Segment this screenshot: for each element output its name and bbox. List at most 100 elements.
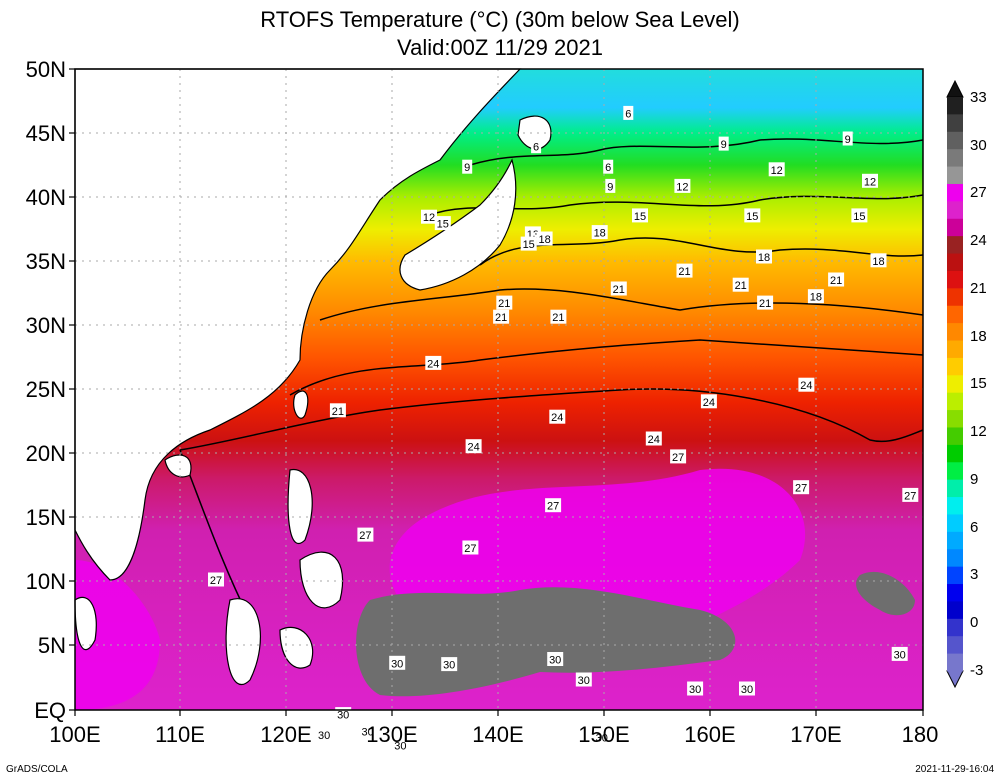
colorbar-swatch <box>947 427 963 446</box>
contour-label-box <box>421 209 437 224</box>
lat-label: 20N <box>26 441 66 466</box>
contour-label-text: 30 <box>318 730 330 742</box>
contour-label: 21 <box>610 281 627 296</box>
colorbar-label: 9 <box>970 471 978 488</box>
contour-label-text: 30 <box>337 710 349 722</box>
contour-label-box <box>676 263 693 278</box>
colorbar-label: 3 <box>970 566 978 583</box>
contour-label: 21 <box>496 295 513 310</box>
contour-label: 24 <box>645 431 662 446</box>
contour-label-text: 24 <box>427 358 439 370</box>
contour-label-box <box>632 208 648 223</box>
colorbar-swatch <box>947 166 963 185</box>
colorbar-label: 30 <box>970 137 987 154</box>
colorbar-label: 12 <box>970 423 987 440</box>
contour-label-box <box>870 253 887 268</box>
contour-label: 30 <box>359 723 376 738</box>
contour-label: 24 <box>425 355 442 370</box>
contour-label-text: 24 <box>648 434 660 446</box>
contour-label-box <box>902 487 919 502</box>
contour-label-text: 27 <box>359 530 371 542</box>
contour-label-text: 15 <box>853 211 865 223</box>
contour-label-text: 21 <box>495 312 507 324</box>
contour-label-text: 30 <box>549 655 561 667</box>
contour-label-box <box>807 289 824 304</box>
contour-label: 21 <box>493 309 510 324</box>
colorbar-swatch <box>947 392 963 411</box>
contour-label-text: 24 <box>703 397 715 409</box>
colorbar-swatch <box>947 340 963 359</box>
contour-label-text: 27 <box>672 452 684 464</box>
colorbar-swatch <box>947 636 963 655</box>
map-title: RTOFS Temperature (°C) (30m below Sea Le… <box>260 7 740 32</box>
lon-label: 160E <box>684 722 735 747</box>
contour-label-box <box>739 681 755 696</box>
lon-label: 170E <box>790 722 841 747</box>
colorbar-swatch <box>947 410 963 428</box>
contour-label-box <box>549 409 566 424</box>
colorbar-top-arrow <box>946 79 964 98</box>
contour-label-box <box>575 672 592 687</box>
contour-label-text: 12 <box>423 212 435 224</box>
contour-label-text: 18 <box>758 252 770 264</box>
contour-label-box <box>316 727 333 742</box>
contour-label: 18 <box>536 231 553 246</box>
latitude-axis: 50N 45N 40N 35N 30N 25N 20N 15N 10N 5N E… <box>26 57 75 723</box>
colorbar-swatch <box>947 357 963 376</box>
contour-label: 21 <box>550 309 567 324</box>
lon-label: 180 <box>902 722 939 747</box>
contour-label-box <box>493 309 510 324</box>
land-areas <box>74 68 552 686</box>
contour-label: 24 <box>465 439 482 454</box>
contour-label-box <box>359 723 376 738</box>
contour-label-box <box>605 178 616 193</box>
colorbar-swatch <box>947 183 963 202</box>
colorbar-bottom-arrow <box>946 670 964 689</box>
contour-label-text: 30 <box>394 740 406 752</box>
contour-label: 21 <box>732 277 749 292</box>
contour-label-text: 18 <box>872 256 884 268</box>
colorbar-swatch <box>947 323 963 342</box>
colorbar-swatch <box>947 479 963 498</box>
contour-label: 24 <box>798 377 815 392</box>
contour-label: 27 <box>208 572 224 587</box>
colorbar-swatch <box>947 514 963 533</box>
contour-label-box <box>793 480 810 495</box>
contour-label: 9 <box>842 131 853 146</box>
lat-label: 40N <box>26 185 66 210</box>
contour-label-text: 21 <box>678 266 690 278</box>
contour-label-text: 9 <box>607 181 613 193</box>
colorbar-swatch <box>947 601 963 620</box>
contour-label-text: 9 <box>721 139 727 151</box>
contour-label: 9 <box>605 178 616 193</box>
contour-label-box <box>718 136 729 151</box>
contour-label-text: 9 <box>845 134 851 146</box>
lat-label: 25N <box>26 377 66 402</box>
lat-label: 5N <box>38 633 66 658</box>
contour-label-box <box>462 540 479 555</box>
contour-label-box <box>700 394 717 409</box>
contour-label-text: 24 <box>800 380 812 392</box>
contour-label-box <box>520 236 537 251</box>
contour-label: 21 <box>757 295 774 310</box>
contour-label: 18 <box>807 289 824 304</box>
contour-label: 9 <box>718 136 729 151</box>
lon-label: 100E <box>49 722 100 747</box>
colorbar-swatch <box>947 97 963 115</box>
colorbar-swatch <box>947 253 963 272</box>
colorbar-swatch <box>947 375 963 394</box>
contour-label-text: 30 <box>391 658 403 670</box>
contour-label-box <box>610 281 627 296</box>
lat-label: 50N <box>26 57 66 82</box>
map-valid-time: Valid:00Z 11/29 2021 <box>397 35 603 60</box>
contour-label-text: 30 <box>596 733 608 745</box>
contour-label-box <box>891 646 908 661</box>
colorbar-swatch <box>947 444 963 463</box>
contour-label-text: 30 <box>578 675 590 687</box>
contour-label-box <box>862 173 878 188</box>
contour-label: 15 <box>744 208 761 223</box>
contour-label: 30 <box>389 655 406 670</box>
contour-label-box <box>465 439 482 454</box>
contour-label: 15 <box>520 236 537 251</box>
